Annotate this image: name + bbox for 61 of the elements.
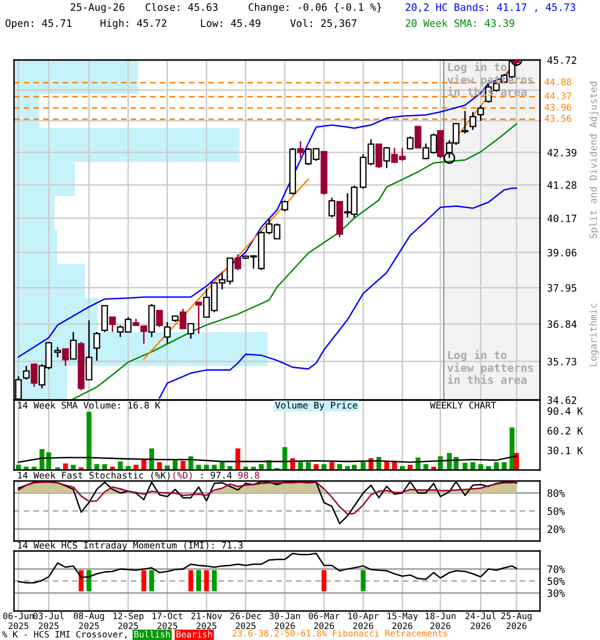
legend-title: % K - HCS IMI Crossover,: [2, 630, 126, 639]
y-tick-label: 39.06: [548, 248, 576, 256]
x-tick-label: 21-Nov 2025: [191, 612, 222, 630]
x-tick-label: 06-Mar 2026: [308, 612, 340, 630]
text: : 97.4: [201, 472, 232, 479]
annotation: Log in to view patterns in this area: [447, 350, 534, 384]
y-tick-label: 35.73: [548, 358, 576, 366]
text: 25-Aug-26: [70, 3, 124, 13]
y-tick-label: 80%: [548, 489, 565, 497]
y-tick-label: 41.28: [547, 181, 576, 189]
x-tick-label: 15-May 2026: [388, 612, 418, 630]
y-tick-label: 30%: [548, 589, 565, 597]
annotation: WEEKLY CHART: [430, 402, 496, 409]
ref-line-label: 43.96: [544, 104, 572, 111]
chart-title: 14 Week Fast Stochastic: [18, 472, 144, 479]
x-tick-label: 12-Sep 2025: [113, 612, 144, 630]
text: Vol: 25,367: [290, 19, 356, 28]
text: 20,2 HC Bands: 41.17 , 45.73: [406, 3, 576, 12]
x-tick-label: 24-Jul 2026: [466, 612, 496, 630]
y-tick-label: 50%: [548, 507, 565, 515]
text: Open: 45.71: [6, 19, 72, 29]
text: Close: 45.63: [146, 3, 218, 11]
y-tick-label: 40.17: [547, 214, 576, 222]
ref-line-label: 44.88: [544, 78, 572, 86]
y-tick-label: 20%: [548, 525, 565, 533]
x-tick-label: 18-Jun 2026: [426, 612, 456, 630]
x-tick-label: 03-Jul 2025: [33, 612, 64, 630]
y-tick-label: 50%: [548, 577, 565, 585]
series-label: (%K): [151, 472, 170, 480]
ref-line-label: 43.56: [544, 114, 572, 122]
text: 23.6-38.2-50-61.8% Fibonacci Retracements: [232, 630, 448, 637]
x-tick-label: 17-Oct 2025: [152, 612, 182, 630]
y-tick-label: 37.95: [548, 284, 576, 292]
y-tick-label: 60.2 K: [548, 427, 584, 435]
y-tick-label: 36.84: [548, 320, 577, 328]
text: Low: 45.49: [201, 19, 260, 27]
x-tick-label: 08-Aug 2025: [74, 612, 104, 630]
x-tick-label: 06-Jun 2025: [3, 612, 34, 630]
y-tick-label: 90.4 K: [548, 407, 584, 415]
x-tick-label: 30-Jan 2026: [270, 612, 300, 630]
ref-line-label: 44.37: [544, 92, 572, 100]
y2-axis-title: Split and Dividend Adjusted: [589, 82, 599, 238]
y-tick-label: 42.39: [547, 148, 576, 156]
text: 98.8: [238, 472, 260, 479]
y-tick-label: 45.72: [547, 56, 576, 64]
chart-title: 14 Week HCS Intraday Momentum (IMI): 71.3: [18, 542, 243, 550]
y-axis-title: Logarithmic: [589, 304, 599, 366]
x-tick-label: 25-Aug 2026: [501, 612, 532, 630]
y-tick-label: 70%: [548, 565, 565, 573]
text: Bearish: [176, 630, 212, 638]
text: High: 45.72: [100, 19, 166, 29]
text: 20 Week SMA: 43.39: [406, 19, 514, 27]
x-tick-label: 10-Apr 2026: [348, 612, 379, 630]
series-label: (%D): [173, 472, 192, 480]
x-tick-label: 26-Dec 2025: [230, 612, 261, 630]
chart-title: 14 Week SMA Volume: 16.8 K: [18, 402, 160, 409]
y-tick-label: 34.62: [548, 396, 576, 404]
text: Bullish: [134, 630, 170, 638]
text: Volume By Price: [275, 402, 358, 410]
y-tick-label: 30.1 K: [548, 446, 584, 454]
text: Change: -0.06 {-0.1 %}: [248, 3, 382, 13]
